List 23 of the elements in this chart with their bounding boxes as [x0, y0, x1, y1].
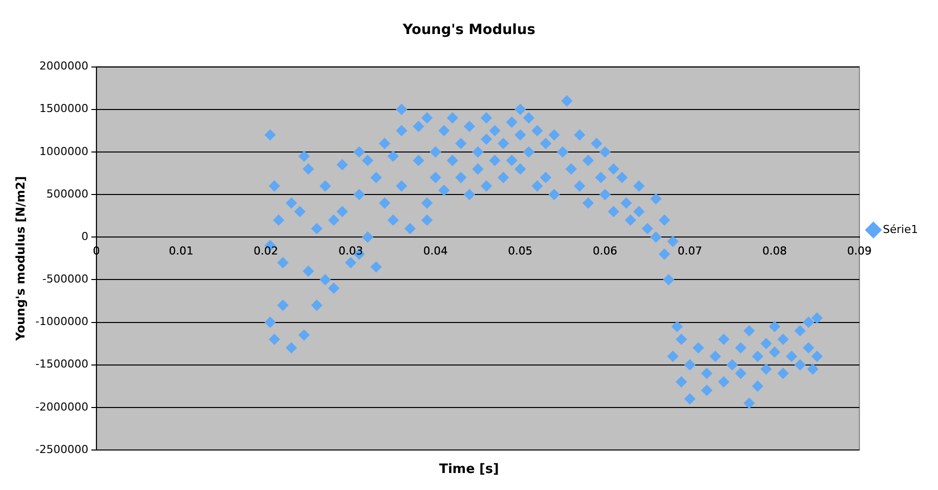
y-tick-label: 0	[81, 230, 88, 243]
y-tick-label: -2500000	[35, 442, 88, 456]
x-tick-label: 0.03	[338, 244, 363, 258]
y-axis-title: Young's modulus [N/m2]	[13, 176, 28, 342]
y-tick-label: 2000000	[39, 60, 88, 73]
x-tick-label: 0.02	[254, 244, 278, 258]
y-tick-label: 1500000	[39, 102, 88, 116]
legend-label: Série1	[882, 222, 918, 236]
x-tick-label: 0.08	[762, 244, 787, 258]
x-tick-label: 0.04	[423, 244, 448, 258]
x-tick-label: 0.06	[592, 244, 618, 258]
y-tick-label: 1000000	[39, 144, 88, 158]
y-tick-label: -1500000	[35, 358, 88, 371]
y-tick-label: -2000000	[35, 400, 88, 414]
y-tick-label: 500000	[46, 187, 88, 200]
y-tick-label: -1000000	[35, 315, 88, 328]
x-axis-title: Time [s]	[438, 462, 500, 477]
y-tick-label: -500000	[42, 272, 88, 286]
chart-title: Young's Modulus	[402, 22, 536, 38]
x-tick-label: 0.01	[168, 244, 194, 258]
x-tick-label: 0.09	[847, 244, 872, 258]
x-tick-label: 0.05	[508, 244, 533, 258]
x-tick-label: 0.07	[678, 244, 702, 258]
